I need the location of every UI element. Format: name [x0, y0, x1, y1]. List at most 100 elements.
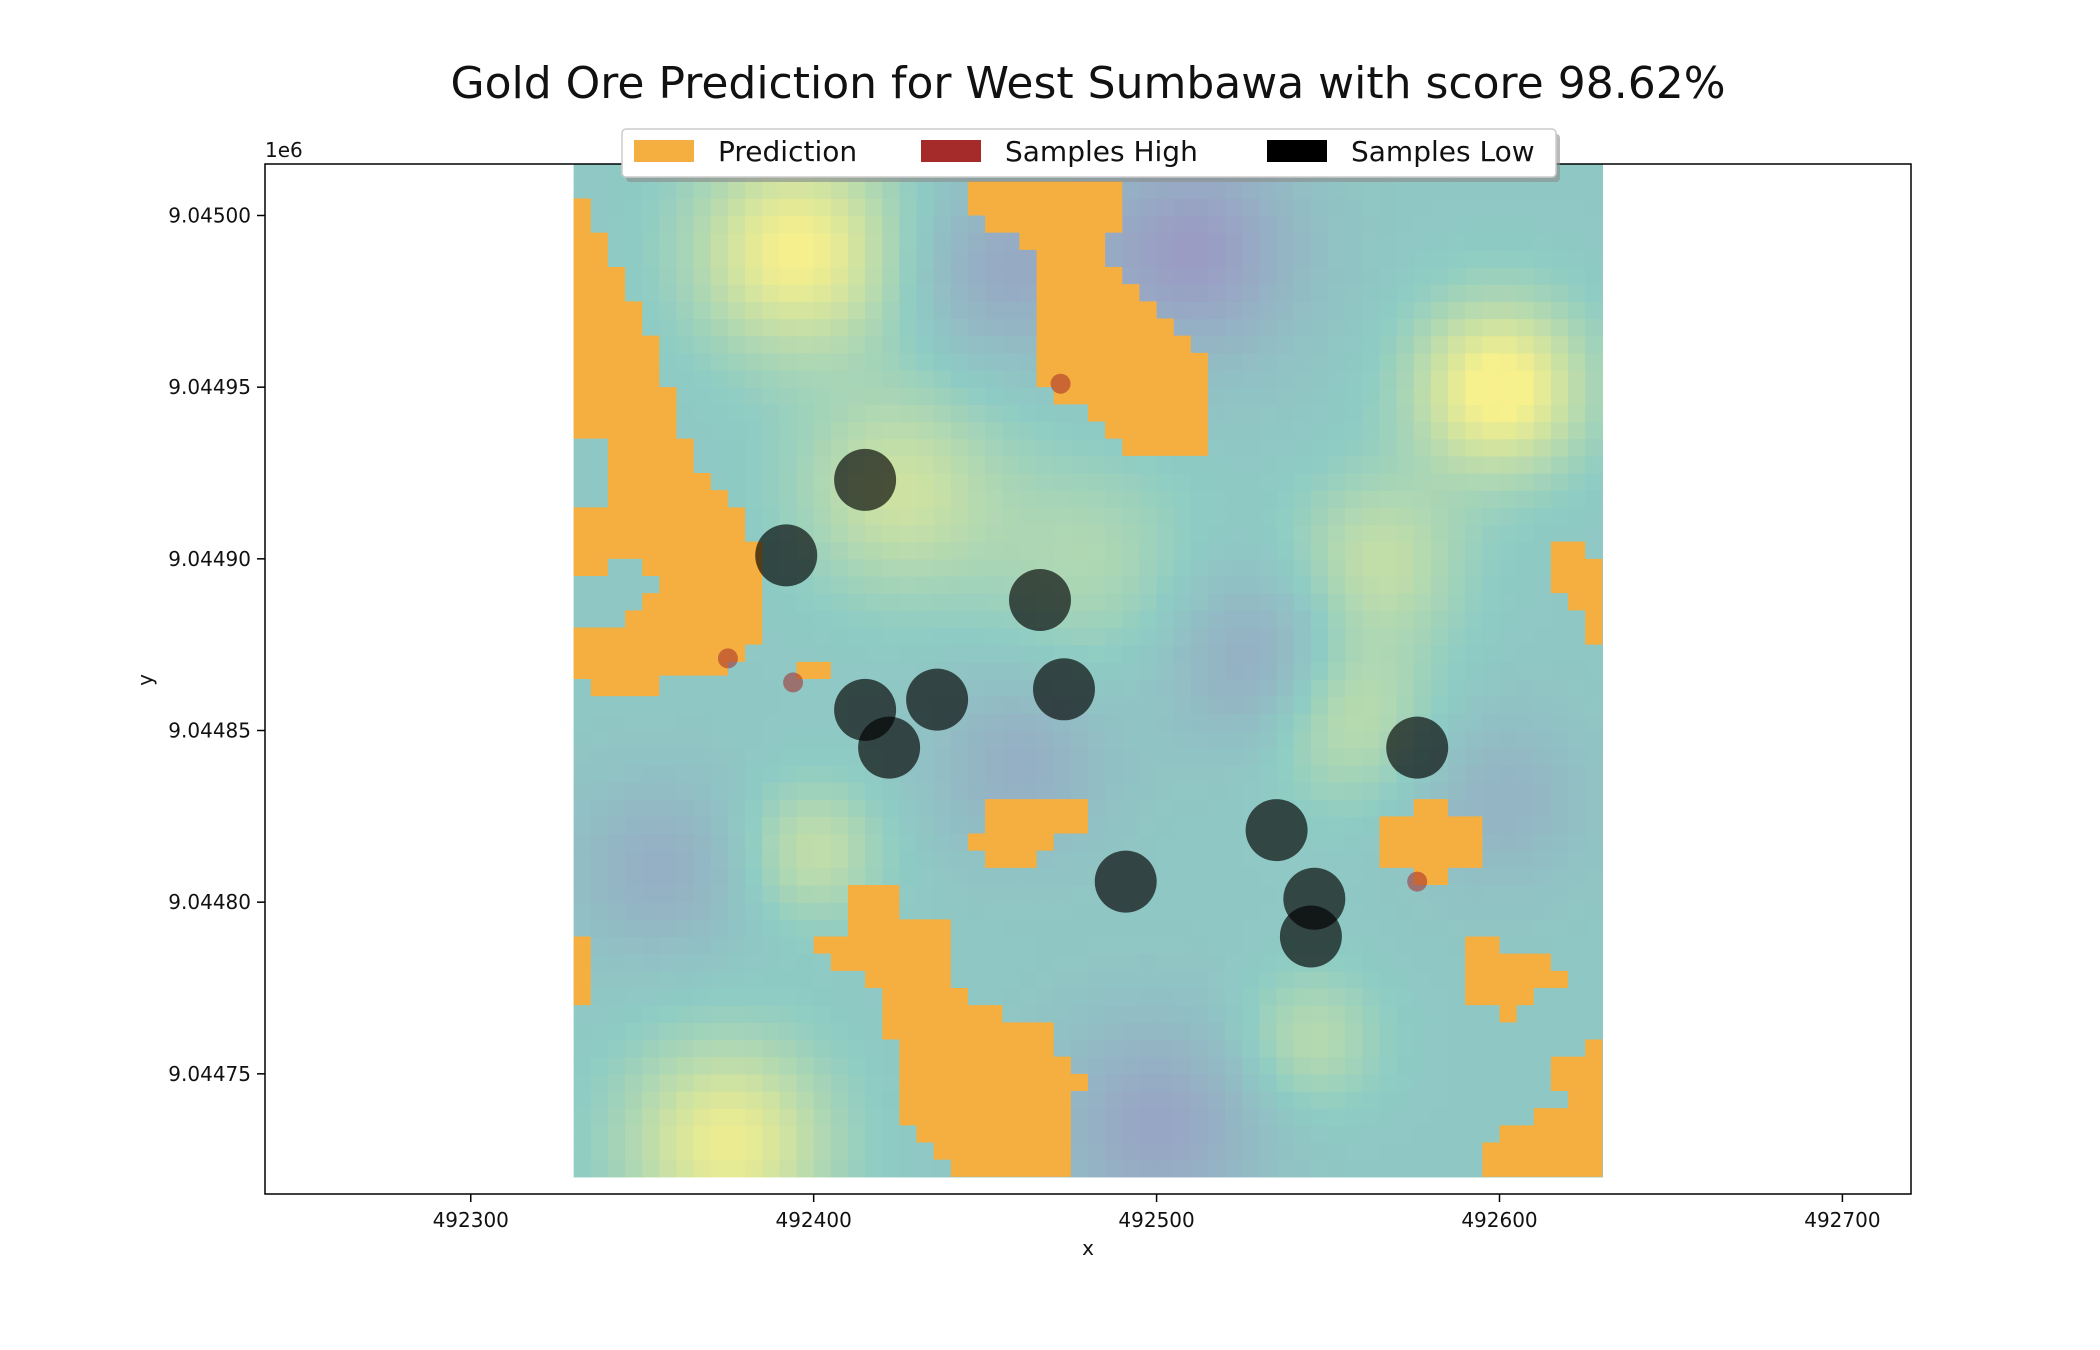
raster-cell — [1396, 249, 1415, 268]
raster-cell — [1396, 404, 1415, 423]
raster-cell — [830, 318, 849, 337]
raster-cell — [1105, 438, 1123, 457]
raster-cell — [1379, 885, 1398, 903]
raster-cell — [1088, 490, 1106, 508]
raster-cell — [1413, 181, 1432, 199]
raster-cell — [1139, 747, 1158, 766]
raster-cell — [1482, 524, 1501, 543]
raster-cell — [933, 473, 952, 491]
raster-cell — [1482, 610, 1501, 629]
raster-cell — [1465, 713, 1483, 732]
raster-cell — [933, 284, 952, 302]
raster-cell — [1242, 902, 1261, 920]
raster-cell — [1019, 387, 1038, 405]
raster-cell — [796, 1091, 815, 1109]
raster-cell — [1276, 627, 1295, 646]
raster-cell — [1173, 576, 1192, 594]
raster-cell — [1002, 558, 1021, 577]
raster-cell — [1533, 730, 1552, 749]
raster-cell — [1190, 902, 1209, 920]
raster-cell — [1550, 455, 1569, 474]
raster-cell — [967, 713, 986, 732]
raster-cell — [1499, 833, 1518, 852]
raster-cell — [1259, 524, 1278, 543]
raster-cell — [1225, 438, 1243, 457]
raster-cell — [745, 902, 763, 920]
raster-cell — [625, 730, 643, 749]
raster-cell — [1448, 1159, 1466, 1178]
raster-cell — [1036, 713, 1055, 732]
raster-cell — [1190, 885, 1209, 903]
raster-cell — [642, 232, 660, 251]
raster-cell — [1362, 370, 1381, 388]
samples-high-point — [717, 648, 738, 669]
raster-cell — [1550, 902, 1569, 920]
raster-cell — [745, 799, 763, 817]
raster-cell — [1465, 1073, 1483, 1092]
raster-cell — [762, 747, 780, 766]
raster-cell — [899, 816, 918, 835]
raster-cell — [1533, 490, 1552, 508]
raster-cell — [1482, 747, 1501, 766]
raster-cell — [1516, 850, 1535, 869]
raster-cell — [933, 558, 952, 577]
raster-cell — [659, 1108, 678, 1126]
raster-cell — [710, 799, 729, 817]
raster-cell — [813, 576, 832, 594]
raster-cell — [590, 885, 609, 903]
raster-cell — [1019, 524, 1038, 543]
raster-cell — [1568, 1039, 1586, 1058]
raster-cell — [967, 610, 986, 629]
raster-cell — [1362, 335, 1381, 354]
raster-cell — [1190, 816, 1209, 835]
raster-cell — [796, 284, 815, 302]
raster-cell — [710, 1142, 729, 1161]
raster-cell — [1328, 713, 1346, 732]
raster-cell — [1362, 215, 1381, 234]
raster-cell — [693, 713, 712, 732]
raster-cell — [1276, 198, 1295, 217]
raster-cell — [1225, 885, 1243, 903]
raster-cell — [813, 764, 832, 783]
raster-cell — [899, 902, 918, 920]
raster-cell — [762, 284, 780, 302]
raster-cell — [1156, 541, 1175, 560]
raster-cell — [1550, 524, 1569, 543]
raster-cell — [1585, 833, 1603, 852]
raster-cell — [865, 867, 883, 886]
raster-cell — [1328, 267, 1346, 285]
raster-cell — [882, 352, 900, 371]
raster-cell — [779, 335, 798, 354]
raster-cell — [1276, 1142, 1295, 1161]
raster-cell — [1036, 644, 1055, 663]
raster-cell — [1465, 885, 1483, 903]
raster-cell — [967, 627, 986, 646]
raster-cell — [1448, 1142, 1466, 1161]
raster-cell — [796, 1039, 815, 1058]
raster-cell — [1345, 232, 1363, 251]
raster-cell — [1379, 610, 1398, 629]
raster-cell — [899, 267, 918, 285]
raster-cell — [1430, 1073, 1449, 1092]
raster-cell — [1550, 301, 1569, 320]
raster-cell — [693, 799, 712, 817]
raster-cell — [882, 1159, 900, 1178]
raster-cell — [1208, 919, 1226, 938]
raster-cell — [1328, 1108, 1346, 1126]
raster-cell — [1293, 782, 1312, 800]
raster-cell — [642, 576, 660, 594]
raster-cell — [1430, 473, 1449, 491]
raster-cell — [1242, 541, 1261, 560]
raster-cell — [676, 1056, 695, 1075]
raster-cell — [1585, 902, 1603, 920]
raster-cell — [607, 1108, 626, 1126]
raster-cell — [1053, 902, 1072, 920]
raster-cell — [933, 232, 952, 251]
raster-cell — [1310, 1142, 1329, 1161]
raster-cell — [1516, 215, 1535, 234]
raster-cell — [779, 490, 798, 508]
raster-cell — [813, 249, 832, 268]
raster-cell — [1276, 438, 1295, 457]
raster-cell — [710, 782, 729, 800]
raster-cell — [1430, 1091, 1449, 1109]
